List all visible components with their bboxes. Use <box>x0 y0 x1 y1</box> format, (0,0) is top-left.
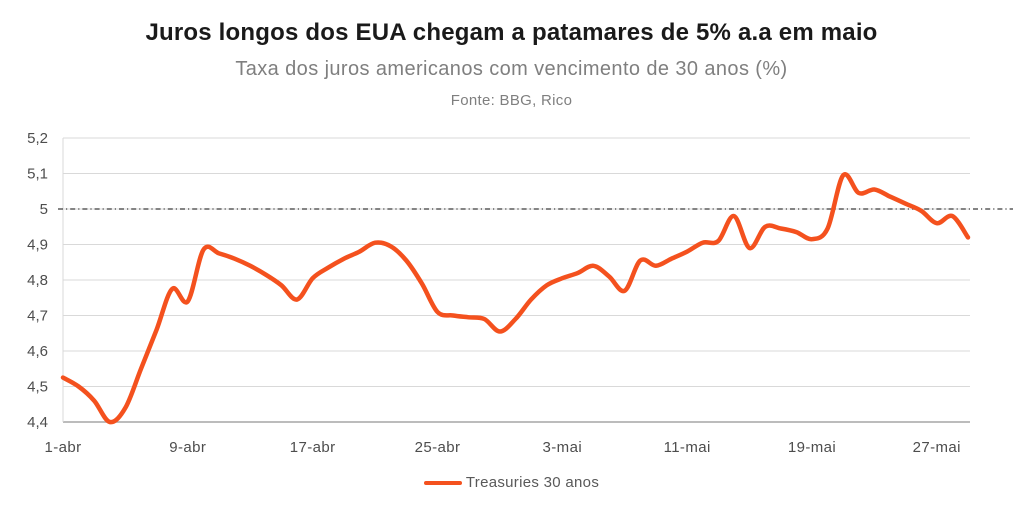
x-tick-label: 9-abr <box>169 439 206 456</box>
legend: Treasuries 30 anos <box>0 474 1023 491</box>
y-tick-label: 4,5 <box>27 379 48 396</box>
y-tick-label: 4,6 <box>27 343 48 360</box>
y-tick-label: 5,2 <box>27 130 48 147</box>
y-tick-label: 4,9 <box>27 237 48 254</box>
y-tick-label: 5,1 <box>27 166 48 183</box>
x-tick-label: 19-mai <box>788 439 836 456</box>
y-tick-label: 4,4 <box>27 414 48 431</box>
legend-label: Treasuries 30 anos <box>465 474 600 491</box>
treasuries-30y-line <box>60 172 971 425</box>
y-tick-label: 5 <box>40 201 48 218</box>
x-tick-label: 11-mai <box>664 439 711 456</box>
x-tick-label: 17-abr <box>290 439 336 456</box>
x-tick-label: 3-mai <box>543 439 583 456</box>
x-tick-label: 1-abr <box>44 439 81 456</box>
y-tick-label: 4,8 <box>27 272 48 289</box>
chart-source: Fonte: BBG, Rico <box>450 92 573 109</box>
x-tick-label: 27-mai <box>913 439 961 456</box>
legend-line-swatch <box>423 480 462 485</box>
x-tick-label: 25-abr <box>415 439 461 456</box>
chart-subtitle: Taxa dos juros americanos com vencimento… <box>235 58 788 80</box>
y-tick-label: 4,7 <box>27 308 48 325</box>
chart-title: Juros longos dos EUA chegam a patamares … <box>145 19 878 46</box>
